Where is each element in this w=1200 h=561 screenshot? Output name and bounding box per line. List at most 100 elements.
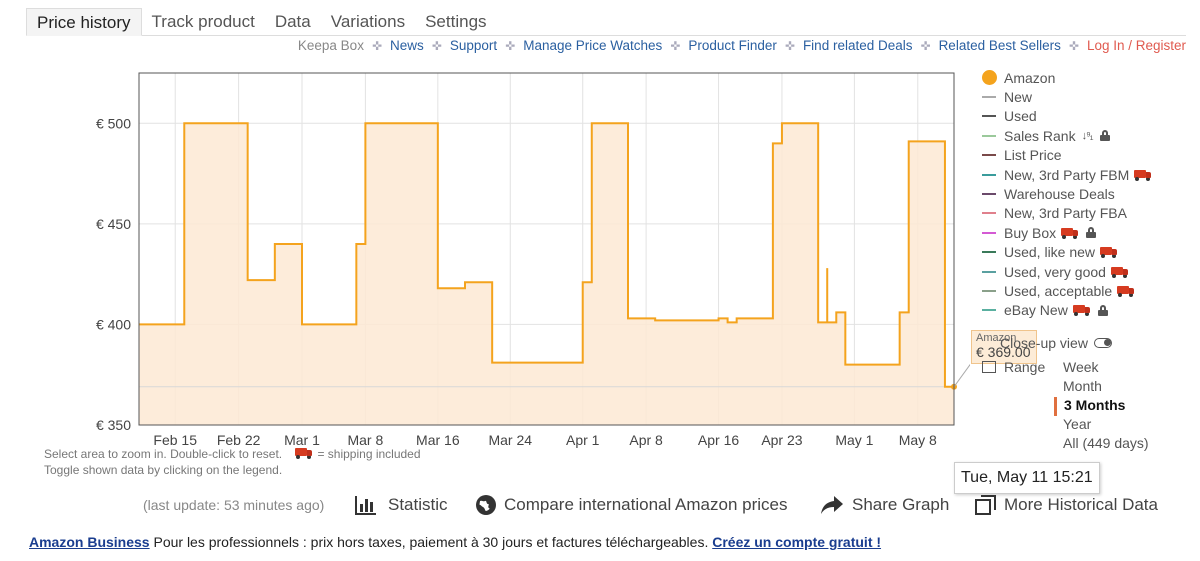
separator-icon: ✜ (371, 38, 383, 53)
legend-item-new[interactable]: New (982, 87, 1192, 106)
legend-swatch (982, 270, 996, 273)
legend-swatch (982, 134, 996, 137)
share-icon (820, 493, 844, 517)
x-tick-label: Apr 8 (629, 432, 663, 448)
legend-swatch (982, 251, 996, 254)
link-find-related-deals[interactable]: Find related Deals (802, 38, 913, 53)
legend-label: eBay New (1004, 302, 1068, 319)
banner-text: Pour les professionnels : prix hors taxe… (149, 534, 713, 550)
y-tick-label: € 500 (96, 115, 131, 131)
more-historical-data-button[interactable]: More Historical Data (974, 493, 1158, 517)
x-tick-label: Apr 1 (566, 432, 600, 448)
y-tick-label: € 350 (96, 417, 131, 433)
legend-label: List Price (1004, 147, 1062, 164)
calendar-icon (982, 361, 996, 373)
legend-item-used-very-good[interactable]: Used, very good (982, 262, 1192, 281)
link-manage-price-watches[interactable]: Manage Price Watches (523, 38, 663, 53)
legend-swatch (982, 115, 996, 118)
statistic-button[interactable]: Statistic (354, 493, 448, 517)
lock-icon (1097, 304, 1108, 316)
x-tick-label: Feb 15 (153, 432, 197, 448)
x-tick-label: May 8 (899, 432, 937, 448)
legend-item-list-price[interactable]: List Price (982, 146, 1192, 165)
legend-label: New, 3rd Party FBA (1004, 205, 1127, 222)
y-tick-label: € 400 (96, 316, 131, 332)
shipping-truck-icon (1110, 266, 1129, 278)
legend-label: New (1004, 89, 1033, 106)
legend-swatch (982, 96, 996, 99)
tooltip-series: Amazon (976, 332, 1017, 344)
link-product-finder[interactable]: Product Finder (688, 38, 777, 53)
legend-item-used[interactable]: Used (982, 107, 1192, 126)
legend-item-used-acceptable[interactable]: Used, acceptable (982, 281, 1192, 300)
legend-label: Used (1004, 108, 1037, 125)
tab-price-history[interactable]: Price history (26, 8, 142, 36)
price-history-chart[interactable]: € 500 € 450 € 400 € 350 Feb 15 Feb 22 Mar 1 Mar… (0, 60, 970, 460)
x-tick-label: Mar 16 (416, 432, 460, 448)
legend-swatch (982, 154, 996, 157)
legend-item-new-3rd-party-fbm[interactable]: New, 3rd Party FBM (982, 165, 1192, 184)
tab-settings[interactable]: Settings (425, 12, 487, 31)
amazon-business-link[interactable]: Amazon Business (29, 534, 150, 550)
range-all-449-days[interactable]: All (449 days) (1063, 435, 1149, 451)
legend-item-warehouse-deals[interactable]: Warehouse Deals (982, 184, 1192, 203)
last-update: (last update: 53 minutes ago) (143, 497, 325, 513)
chart-hint: Select area to zoom in. Double-click to … (44, 446, 421, 478)
link-related-best-sellers[interactable]: Related Best Sellers (938, 38, 1061, 53)
lock-icon (1086, 227, 1097, 239)
amazon-price-area (139, 123, 954, 426)
legend-label: Used, acceptable (1004, 282, 1113, 299)
closeup-label: Close-up view (1000, 335, 1088, 351)
link-news[interactable]: News (390, 38, 424, 53)
link-support[interactable]: Support (449, 38, 498, 53)
link-log-in-register[interactable]: Log In / Register (1086, 38, 1186, 53)
range-week[interactable]: Week (1063, 359, 1099, 375)
legend-item-amazon[interactable]: Amazon (982, 68, 1192, 87)
range-year[interactable]: Year (1063, 416, 1092, 432)
legend-item-sales-rank[interactable]: Sales Rank ↓⁹₁ (982, 126, 1192, 145)
legend-label: Sales Rank (1004, 127, 1076, 144)
separator-icon: ✜ (920, 38, 931, 53)
date-tooltip: Tue, May 11 15:21 (954, 462, 1100, 494)
copy-icon (974, 493, 998, 517)
legend-swatch (982, 231, 996, 234)
range-month[interactable]: Month (1063, 378, 1102, 394)
hint-line-2: Toggle shown data by clicking on the leg… (44, 463, 283, 477)
compare-prices-button[interactable]: Compare international Amazon prices (474, 493, 787, 517)
toggle-icon[interactable] (1093, 338, 1112, 348)
shipping-truck-icon (295, 447, 313, 459)
plot-border (138, 72, 955, 426)
lock-icon (1099, 130, 1110, 142)
tab-data[interactable]: Data (274, 12, 311, 31)
separator-icon: ✜ (784, 38, 795, 53)
tab-track-product[interactable]: Track product (151, 12, 255, 31)
create-account-link[interactable]: Créez un compte gratuit ! (712, 534, 882, 550)
legend-label: Warehouse Deals (1004, 186, 1115, 203)
range-3-months[interactable]: 3 Months (1054, 397, 1149, 416)
closeup-view-toggle[interactable]: Close-up view (1000, 335, 1112, 351)
tooltip-value: € 369.00 (976, 344, 1031, 360)
hint-line-1: Select area to zoom in. Double-click to … (44, 447, 421, 461)
range-label-group: Range (982, 359, 1045, 375)
x-tick-label: Apr 23 (761, 432, 802, 448)
legend-item-ebay-new[interactable]: eBay New (982, 301, 1192, 320)
top-links: Keepa Box ✜ News ✜ Support ✜ Manage Price Watc… (298, 38, 1186, 53)
tab-variations[interactable]: Variations (330, 12, 406, 31)
shipping-truck-icon (1117, 285, 1135, 297)
legend-swatch (982, 212, 996, 215)
legend-swatch (982, 289, 996, 292)
sort-icon: ↓⁹₁ (1081, 129, 1094, 142)
amazon-price-line (139, 122, 954, 388)
legend-swatch (982, 309, 996, 312)
legend-swatch (982, 193, 996, 196)
share-graph-button[interactable]: Share Graph (820, 493, 949, 517)
y-tick-label: € 450 (96, 216, 131, 232)
legend-item-new-3rd-party-fba[interactable]: New, 3rd Party FBA (982, 204, 1192, 223)
legend-item-used-like-new[interactable]: Used, like new (982, 243, 1192, 262)
tab-bar: Price history Track product Data Variations… (26, 8, 1186, 36)
graph-toolbar: (last update: 53 minutes ago) Statistic … (0, 493, 1200, 519)
legend-label: Amazon (1004, 69, 1056, 86)
range-selector: Week Month 3 Months Year All (449 days) (1054, 359, 1149, 454)
link-keepa-box[interactable]: Keepa Box (297, 38, 364, 53)
legend-item-buy-box[interactable]: Buy Box (982, 223, 1192, 242)
